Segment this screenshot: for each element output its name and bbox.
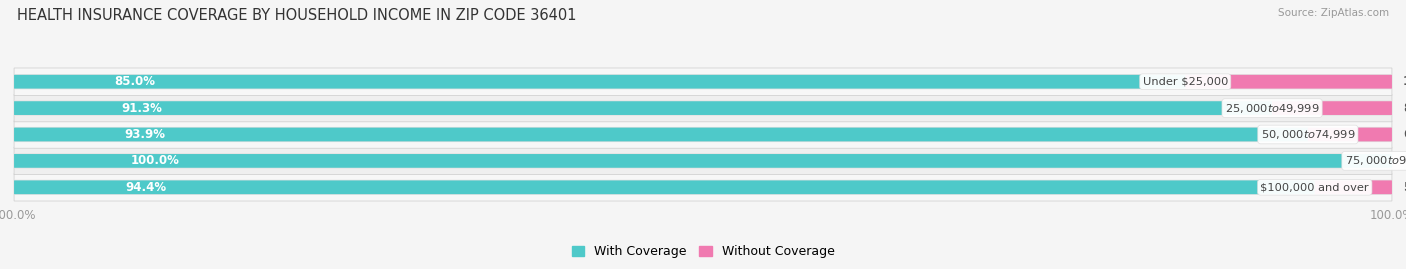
FancyBboxPatch shape (14, 174, 1392, 201)
FancyBboxPatch shape (1272, 101, 1392, 115)
Text: $100,000 and over: $100,000 and over (1260, 182, 1369, 192)
Text: 5.6%: 5.6% (1403, 181, 1406, 194)
Text: Under $25,000: Under $25,000 (1143, 77, 1227, 87)
Text: $25,000 to $49,999: $25,000 to $49,999 (1225, 102, 1319, 115)
FancyBboxPatch shape (14, 101, 1272, 115)
Text: $75,000 to $99,999: $75,000 to $99,999 (1344, 154, 1406, 167)
FancyBboxPatch shape (14, 128, 1308, 141)
FancyBboxPatch shape (1185, 75, 1392, 89)
Text: 100.0%: 100.0% (131, 154, 180, 167)
Text: HEALTH INSURANCE COVERAGE BY HOUSEHOLD INCOME IN ZIP CODE 36401: HEALTH INSURANCE COVERAGE BY HOUSEHOLD I… (17, 8, 576, 23)
FancyBboxPatch shape (14, 180, 1315, 194)
Text: 85.0%: 85.0% (115, 75, 156, 88)
FancyBboxPatch shape (14, 68, 1392, 95)
Legend: With Coverage, Without Coverage: With Coverage, Without Coverage (567, 240, 839, 263)
FancyBboxPatch shape (1315, 180, 1392, 194)
Text: 0.0%: 0.0% (1403, 154, 1406, 167)
FancyBboxPatch shape (14, 154, 1392, 168)
Text: 15.0%: 15.0% (1403, 75, 1406, 88)
FancyBboxPatch shape (14, 127, 1392, 142)
FancyBboxPatch shape (14, 180, 1392, 195)
FancyBboxPatch shape (14, 147, 1392, 175)
FancyBboxPatch shape (14, 153, 1392, 168)
FancyBboxPatch shape (14, 75, 1185, 89)
Text: 8.7%: 8.7% (1403, 102, 1406, 115)
Text: Source: ZipAtlas.com: Source: ZipAtlas.com (1278, 8, 1389, 18)
Text: 93.9%: 93.9% (125, 128, 166, 141)
Text: 94.4%: 94.4% (125, 181, 166, 194)
Text: $50,000 to $74,999: $50,000 to $74,999 (1261, 128, 1355, 141)
FancyBboxPatch shape (14, 101, 1392, 116)
FancyBboxPatch shape (1308, 128, 1392, 141)
FancyBboxPatch shape (14, 74, 1392, 89)
Text: 91.3%: 91.3% (121, 102, 163, 115)
Text: 6.1%: 6.1% (1403, 128, 1406, 141)
FancyBboxPatch shape (14, 94, 1392, 122)
FancyBboxPatch shape (14, 121, 1392, 148)
